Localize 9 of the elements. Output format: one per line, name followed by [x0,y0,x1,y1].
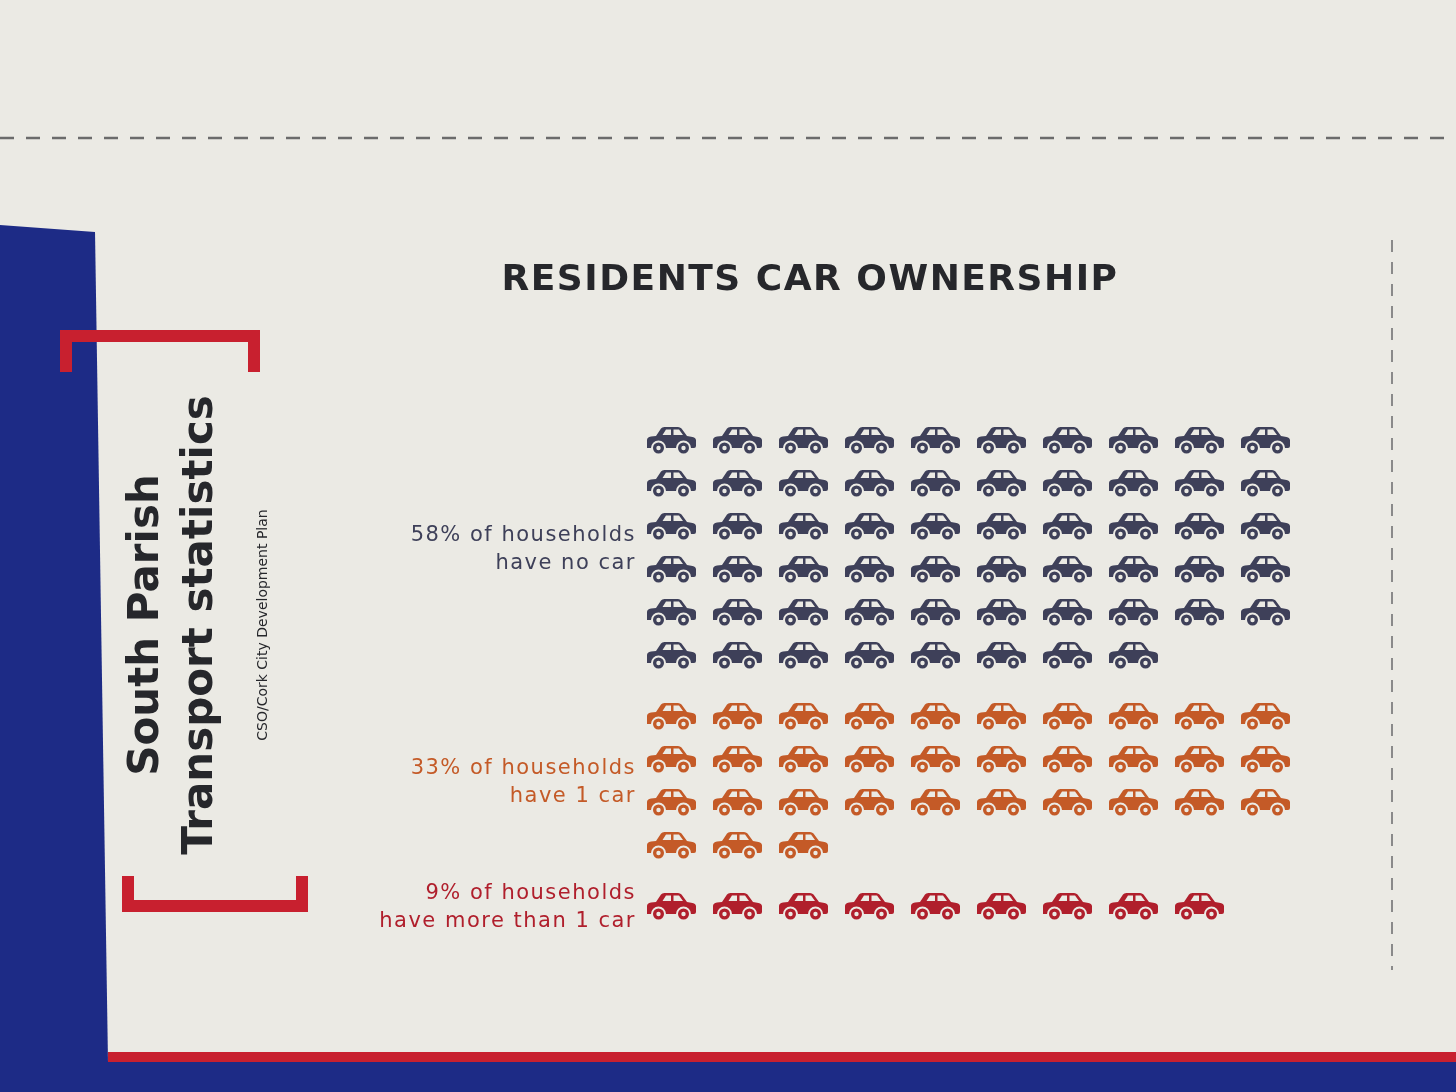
data-label: 9% of households [425,880,636,904]
data-label: 33% of households [410,754,636,779]
category-label: have no car [495,549,636,574]
text: CSO/Cork City Development Plan [254,509,270,741]
category-label: have 1 car [509,782,636,807]
category-label: have more than 1 car [379,908,636,932]
data-label: 58% of households [410,521,636,546]
text: RESIDENTS CAR OWNERSHIP [501,257,1119,298]
text: South Parish Transport statistics [118,395,222,855]
